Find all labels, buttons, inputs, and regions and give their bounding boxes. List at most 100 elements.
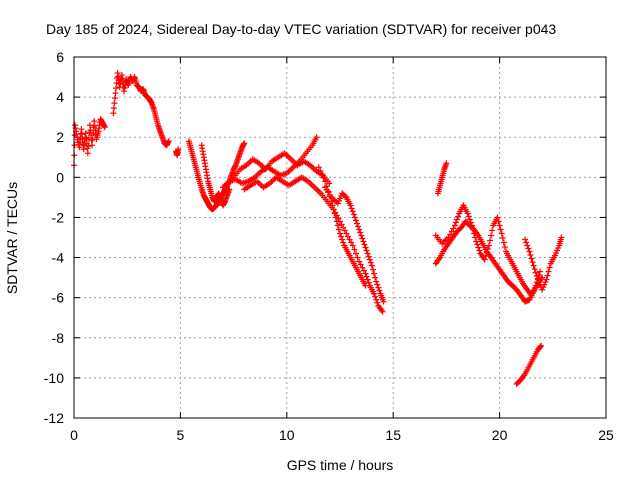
data-point	[473, 238, 480, 245]
data-point	[371, 270, 378, 277]
data-point	[349, 242, 356, 249]
data-point	[365, 253, 372, 260]
x-axis-label: GPS time / hours	[287, 457, 394, 473]
data-point	[325, 188, 332, 195]
data-point	[339, 236, 346, 243]
data-point	[342, 193, 349, 200]
data-point	[112, 90, 119, 97]
data-point	[338, 233, 345, 240]
data-point	[528, 255, 535, 262]
data-point	[357, 261, 364, 268]
y-tick-label: -6	[52, 290, 65, 306]
data-point	[371, 290, 378, 297]
data-point	[447, 231, 454, 238]
data-point	[445, 234, 452, 241]
data-point	[352, 250, 359, 257]
data-point	[373, 278, 380, 285]
data-point	[476, 247, 483, 254]
data-point	[464, 210, 471, 217]
y-tick-label: -8	[52, 330, 65, 346]
data-point	[352, 217, 359, 224]
data-point	[317, 167, 324, 174]
data-point	[545, 268, 552, 275]
data-point	[472, 234, 479, 241]
data-point	[175, 146, 182, 153]
data-point	[485, 242, 492, 249]
data-point	[532, 282, 539, 289]
data-point	[226, 186, 233, 193]
data-point	[544, 272, 551, 279]
data-point	[364, 276, 371, 283]
data-point	[340, 224, 347, 231]
data-point	[362, 244, 369, 251]
data-point	[322, 178, 329, 185]
data-point	[85, 143, 92, 150]
data-point	[529, 259, 536, 266]
data-point	[329, 202, 336, 209]
data-point	[558, 234, 565, 241]
data-point	[356, 226, 363, 233]
data-point	[351, 214, 358, 221]
data-point	[313, 134, 320, 141]
data-point	[113, 85, 120, 92]
data-point	[466, 216, 473, 223]
data-point	[448, 228, 455, 235]
data-point	[364, 250, 371, 257]
data-point	[330, 206, 337, 213]
x-tick-label: 25	[598, 427, 614, 443]
data-point	[241, 140, 248, 147]
data-point	[539, 274, 546, 281]
data-point	[362, 282, 369, 289]
y-tick-label: 4	[56, 89, 64, 105]
data-point	[527, 252, 534, 259]
data-point	[443, 160, 450, 167]
chart-title: Day 185 of 2024, Sidereal Day-to-day VTE…	[46, 21, 556, 37]
data-point	[483, 249, 490, 256]
data-point	[340, 239, 347, 246]
data-point	[335, 215, 342, 222]
data-point	[337, 230, 343, 237]
y-tick-label: 0	[56, 169, 64, 185]
data-point	[484, 246, 491, 253]
data-point	[452, 219, 459, 226]
data-point	[363, 247, 370, 254]
data-point	[320, 174, 327, 181]
data-point	[348, 239, 355, 246]
data-point	[348, 205, 355, 212]
data-point	[376, 287, 383, 294]
data-point	[344, 233, 351, 240]
y-tick-label: 2	[56, 129, 64, 145]
data-point	[88, 137, 95, 144]
data-point	[524, 242, 531, 249]
data-point	[323, 183, 330, 190]
data-point	[367, 259, 374, 266]
data-point	[333, 218, 340, 225]
data-point	[328, 198, 335, 205]
data-point	[111, 95, 118, 102]
data-point	[538, 342, 545, 349]
data-point	[338, 221, 345, 228]
data-point	[354, 254, 361, 261]
data-point	[522, 236, 529, 243]
data-point	[537, 343, 544, 350]
data-point	[101, 124, 108, 131]
data-point	[83, 140, 90, 147]
x-tick-label: 15	[385, 427, 401, 443]
data-point	[489, 227, 496, 234]
data-point	[526, 248, 533, 255]
data-point	[380, 298, 387, 305]
data-point	[343, 230, 350, 237]
data-point	[358, 232, 365, 239]
data-point	[543, 276, 550, 283]
data-point	[374, 281, 381, 288]
data-point	[481, 256, 488, 263]
data-point	[326, 180, 333, 187]
data-point	[84, 150, 91, 157]
y-tick-label: -10	[44, 370, 64, 386]
data-point	[455, 213, 462, 220]
data-point	[368, 262, 375, 269]
data-point	[354, 220, 361, 227]
data-point	[334, 222, 341, 229]
data-point	[165, 138, 172, 145]
